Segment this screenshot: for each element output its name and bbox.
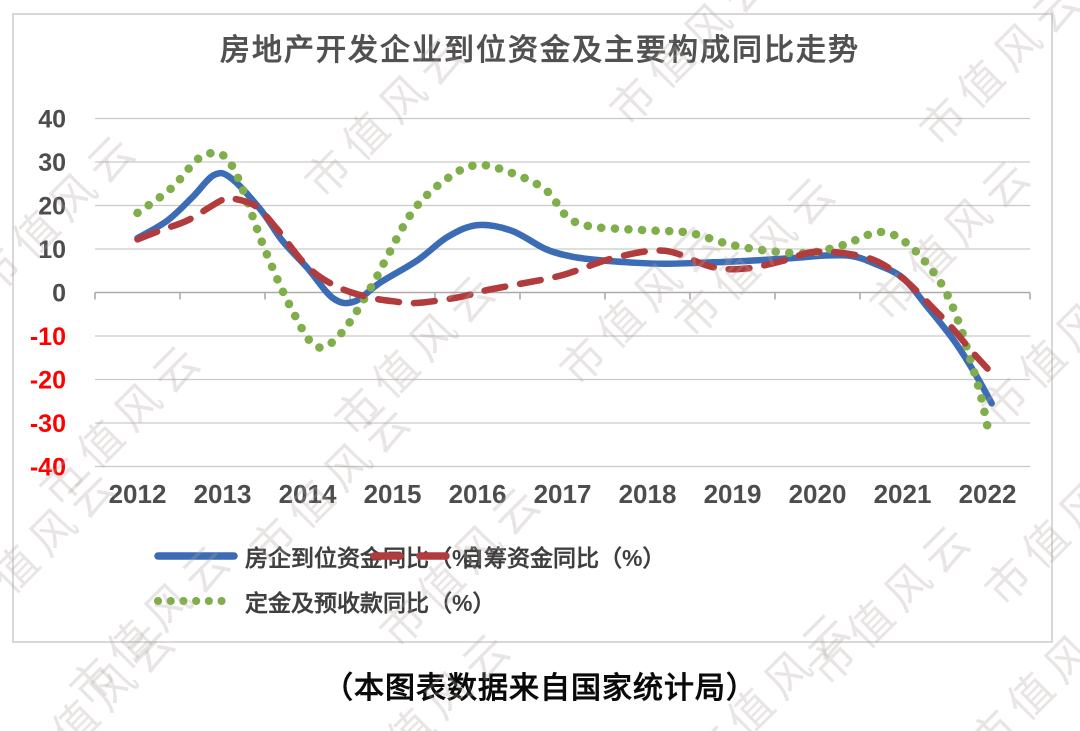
svg-text:2021: 2021 (874, 479, 932, 509)
svg-text:2015: 2015 (364, 479, 422, 509)
svg-text:2014: 2014 (279, 479, 337, 509)
legend-swatch-dotted-line (154, 597, 238, 605)
legend-swatch-dashed-line (370, 552, 454, 560)
svg-text:2019: 2019 (704, 479, 762, 509)
svg-text:2020: 2020 (789, 479, 847, 509)
svg-text:-40: -40 (30, 454, 66, 482)
svg-text:30: 30 (38, 149, 66, 177)
svg-text:40: 40 (38, 106, 66, 134)
legend-label: 定金及预收款同比（%） (245, 590, 496, 616)
legend-label: 房企到位资金同比（%） (245, 545, 496, 571)
svg-text:2018: 2018 (619, 479, 677, 509)
legend-item-zichou-zijin: 自筹资金同比（%） (369, 541, 665, 571)
svg-text:2012: 2012 (109, 479, 167, 509)
series-line-dotted (133, 148, 992, 432)
svg-text:10: 10 (38, 236, 66, 264)
svg-text:2022: 2022 (959, 479, 1017, 509)
svg-text:2016: 2016 (449, 479, 507, 509)
legend-item-dingjin-yushoukuan: 定金及预收款同比（%） (153, 586, 495, 616)
series-line-solid (134, 169, 995, 407)
legend-swatch-solid-line (154, 552, 238, 560)
svg-text:0: 0 (52, 280, 66, 308)
series-line-dashed (134, 194, 991, 372)
source-caption: （本图表数据来自国家统计局） (323, 672, 757, 705)
svg-text:-20: -20 (30, 367, 66, 395)
chart-title: 房地产开发企业到位资金及主要构成同比走势 (220, 34, 860, 67)
svg-text:2013: 2013 (194, 479, 252, 509)
legend-label: 自筹资金同比（%） (461, 545, 666, 571)
plot-area: 40 30 20 10 0 -10 -20 -30 -40 2012 2013 2014 2015 201… (30, 106, 1031, 509)
svg-text:20: 20 (38, 193, 66, 221)
legend-item-daowei-zijin: 房企到位资金同比（%） (153, 541, 495, 571)
svg-text:-10: -10 (30, 323, 66, 351)
svg-text:2017: 2017 (534, 479, 592, 509)
svg-text:-30: -30 (30, 410, 66, 438)
